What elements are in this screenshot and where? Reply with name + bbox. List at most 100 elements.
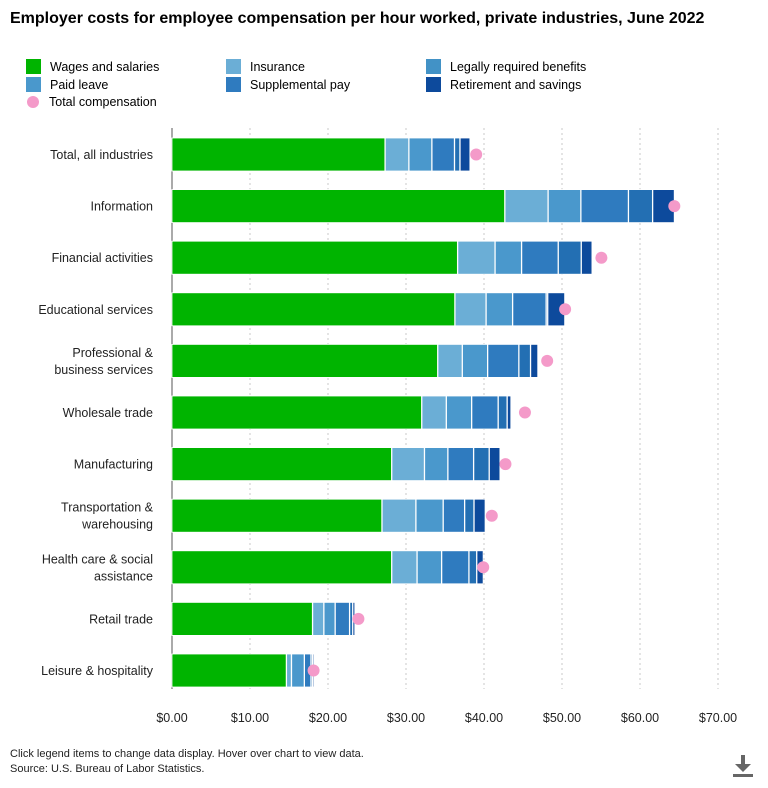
bar-segment[interactable] (464, 498, 475, 533)
total-marker[interactable] (307, 664, 320, 677)
bar-segment[interactable] (171, 550, 392, 585)
category-label: Professional & (72, 346, 153, 360)
bar-segment[interactable] (446, 395, 472, 430)
bar-segment[interactable] (498, 395, 508, 430)
total-marker[interactable] (485, 509, 498, 522)
legend-label-supplemental: Supplemental pay (250, 78, 351, 92)
bar-segment[interactable] (408, 137, 433, 172)
bar-segment[interactable] (512, 292, 547, 327)
legend-item-wages[interactable]: Wages and salaries (26, 59, 159, 75)
stacked-bar-chart[interactable]: $0.00 $10.00 $20.00 $30.00 $40.00 $50.00 $60.0… (0, 0, 768, 740)
total-marker[interactable] (477, 561, 490, 574)
bar-segment[interactable] (454, 137, 461, 172)
bar-segment[interactable] (441, 550, 470, 585)
legend-swatch-insurance (226, 59, 241, 74)
bar-segment[interactable] (447, 447, 474, 482)
legend-item-retirement[interactable]: Retirement and savings (426, 77, 581, 93)
x-tick-label: $10.00 (231, 711, 269, 725)
legend-item-paid-leave[interactable]: Paid leave (26, 77, 108, 93)
bar-segment[interactable] (459, 137, 471, 172)
bar-segment[interactable] (504, 189, 549, 224)
bar-segment[interactable] (171, 395, 422, 430)
total-marker[interactable] (595, 251, 608, 264)
bar-segment[interactable] (506, 395, 512, 430)
bar-segment[interactable] (457, 240, 496, 275)
bar-segment[interactable] (547, 189, 582, 224)
bar-segment[interactable] (391, 447, 425, 482)
bar-segment[interactable] (171, 653, 287, 688)
category-label: Leisure & hospitality (41, 664, 154, 678)
bar-segment[interactable] (468, 550, 477, 585)
total-marker[interactable] (541, 354, 554, 367)
bar-segment[interactable] (349, 602, 353, 636)
category-label: Wholesale trade (63, 406, 153, 420)
chart-title: Employer costs for employee compensation… (10, 10, 705, 27)
category-label: Manufacturing (74, 458, 153, 472)
bar-segment[interactable] (421, 395, 447, 430)
legend-item-supplemental[interactable]: Supplemental pay (226, 77, 350, 93)
total-marker[interactable] (470, 148, 483, 161)
bar-segment[interactable] (473, 498, 486, 533)
bar-segment[interactable] (312, 602, 325, 636)
bar-segment[interactable] (416, 550, 442, 585)
x-tick-label: $0.00 (156, 711, 187, 725)
bar-segment[interactable] (391, 550, 418, 585)
bar-segment[interactable] (323, 602, 336, 636)
total-marker[interactable] (518, 406, 531, 419)
bar-segment[interactable] (171, 189, 505, 224)
bar-segment[interactable] (494, 240, 522, 275)
bar-segment[interactable] (443, 498, 465, 533)
bar-segment[interactable] (487, 343, 519, 378)
category-label: business services (54, 363, 153, 377)
bar-segment[interactable] (424, 447, 449, 482)
bar-segment[interactable] (171, 240, 458, 275)
bar-segment[interactable] (521, 240, 559, 275)
bar-segment[interactable] (291, 653, 305, 688)
bar-segment[interactable] (581, 240, 593, 275)
legend-swatch-paid-leave (26, 77, 41, 92)
bar-segment[interactable] (580, 189, 629, 224)
total-marker[interactable] (559, 303, 572, 316)
bar-segment[interactable] (171, 602, 313, 636)
legend-label-retirement: Retirement and savings (450, 78, 582, 92)
legend-label-wages: Wages and salaries (50, 60, 160, 74)
download-icon (733, 755, 753, 777)
bar-segment[interactable] (489, 447, 501, 482)
category-label: warehousing (81, 518, 153, 532)
total-marker[interactable] (499, 458, 512, 471)
bar-segment[interactable] (335, 602, 350, 636)
bar-segment[interactable] (171, 498, 383, 533)
download-button[interactable] (731, 753, 755, 779)
bar-segment[interactable] (171, 292, 456, 327)
bar-segment[interactable] (384, 137, 410, 172)
bar-segment[interactable] (628, 189, 653, 224)
bar-segment[interactable] (171, 447, 392, 482)
x-tick-label: $40.00 (465, 711, 503, 725)
bar-segment[interactable] (471, 395, 499, 430)
bar-segment[interactable] (518, 343, 531, 378)
bar-segment[interactable] (171, 343, 438, 378)
bar-segment[interactable] (286, 653, 292, 688)
total-marker[interactable] (352, 612, 365, 625)
bar-segment[interactable] (381, 498, 417, 533)
bar-segment[interactable] (546, 292, 548, 327)
legend-item-legal[interactable]: Legally required benefits (426, 59, 586, 75)
bar-segment[interactable] (485, 292, 513, 327)
category-label: Information (90, 200, 153, 214)
category-label: Educational services (38, 303, 153, 317)
legend-swatch-wages (26, 59, 41, 74)
bar-segment[interactable] (558, 240, 582, 275)
total-marker[interactable] (668, 200, 681, 213)
bar-segment[interactable] (415, 498, 444, 533)
bar-segment[interactable] (171, 137, 386, 172)
bar-segment[interactable] (473, 447, 490, 482)
bar-segment[interactable] (431, 137, 455, 172)
bar-segment[interactable] (437, 343, 463, 378)
legend-item-total[interactable]: Total compensation (26, 95, 157, 110)
legend-label-legal: Legally required benefits (450, 60, 587, 74)
bar-segment[interactable] (454, 292, 487, 327)
bar-segment[interactable] (530, 343, 539, 378)
legend-item-insurance[interactable]: Insurance (226, 59, 305, 75)
bar-segment[interactable] (462, 343, 488, 378)
legend-dot-total (27, 96, 39, 108)
